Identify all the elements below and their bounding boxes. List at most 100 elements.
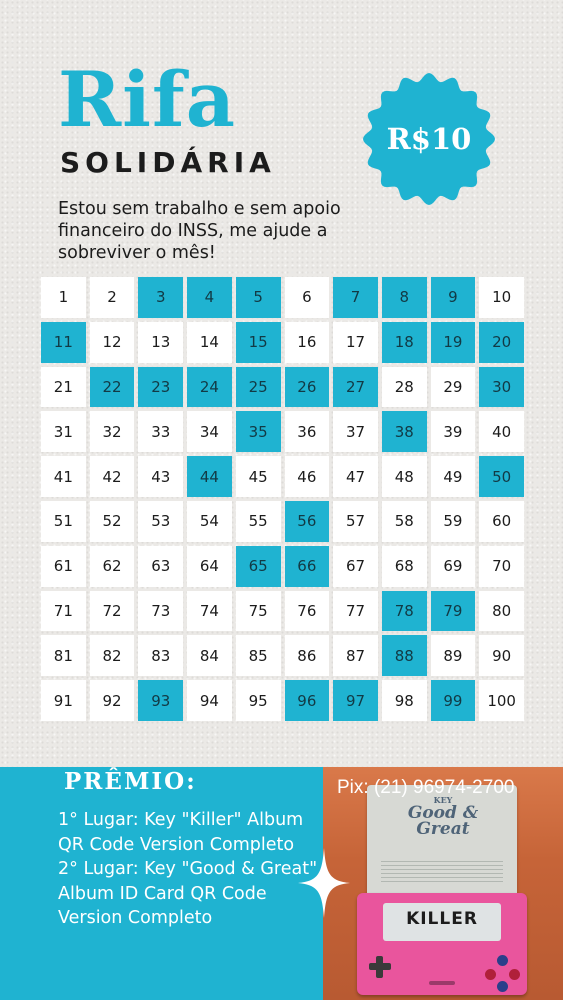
number-cell: 34: [187, 411, 232, 453]
number-cell: 74: [187, 590, 232, 632]
number-cell-taken: 35: [235, 411, 281, 453]
number-cell: 41: [41, 456, 86, 497]
prize-first: 1° Lugar: Key "Killer" Album QR Code Ver…: [58, 810, 304, 855]
number-cell: 61: [41, 545, 86, 587]
number-cell-taken: 5: [235, 277, 281, 318]
number-cell: 13: [138, 321, 184, 363]
number-cell: 85: [235, 635, 281, 677]
number-cell: 47: [333, 456, 378, 497]
number-cell: 12: [89, 321, 135, 363]
number-cell: 68: [381, 545, 427, 587]
console-screen: KILLER: [383, 903, 501, 941]
number-cell-taken: 25: [235, 366, 281, 408]
number-cell: 82: [89, 635, 135, 677]
console-slot: [429, 981, 455, 985]
number-cell: 91: [41, 680, 86, 721]
number-cell-taken: 79: [430, 590, 476, 632]
number-cell: 2: [89, 277, 135, 318]
number-cell-taken: 50: [479, 456, 524, 497]
raffle-title: Rifa: [58, 55, 236, 144]
number-cell: 53: [138, 500, 184, 542]
number-cell: 55: [235, 500, 281, 542]
number-cell: 31: [41, 411, 86, 453]
number-cell: 59: [430, 500, 476, 542]
number-cell: 46: [284, 456, 330, 497]
number-cell-taken: 7: [333, 277, 378, 318]
number-cell-taken: 18: [381, 321, 427, 363]
prize-photo: KEY Good & Great KILLER: [323, 767, 563, 1000]
number-cell-taken: 15: [235, 321, 281, 363]
number-cell-taken: 97: [333, 680, 378, 721]
album-fine-print: [381, 861, 503, 883]
number-cell: 100: [479, 680, 524, 721]
number-cell-taken: 78: [381, 590, 427, 632]
number-cell-taken: 88: [381, 635, 427, 677]
number-cell: 70: [479, 545, 524, 587]
number-grid: 1 2 3 4 5 6 7 8 9 10 11 12 13 14 15 16 17 18 19 20 21 22 23 24 2…: [41, 277, 524, 721]
number-cell-taken: 23: [138, 366, 184, 408]
number-cell-taken: 38: [381, 411, 427, 453]
price-badge: R$10: [359, 71, 499, 207]
number-cell-taken: 8: [381, 277, 427, 318]
number-cell: 80: [479, 590, 524, 632]
raffle-subtitle: SOLIDÁRIA: [60, 146, 276, 179]
number-cell-taken: 30: [479, 366, 524, 408]
number-cell: 60: [479, 500, 524, 542]
album-box-good-and-great: KEY Good & Great: [367, 785, 517, 897]
number-cell: 52: [89, 500, 135, 542]
number-cell: 72: [89, 590, 135, 632]
number-cell-taken: 11: [41, 321, 86, 363]
number-cell-taken: 20: [479, 321, 524, 363]
number-cell: 21: [41, 366, 86, 408]
number-cell-taken: 93: [138, 680, 184, 721]
number-cell: 32: [89, 411, 135, 453]
price-label: R$10: [386, 122, 472, 156]
number-cell: 86: [284, 635, 330, 677]
number-cell-taken: 66: [284, 545, 330, 587]
number-cell: 76: [284, 590, 330, 632]
number-cell-taken: 9: [430, 277, 476, 318]
number-cell: 81: [41, 635, 86, 677]
number-cell: 6: [284, 277, 330, 318]
number-cell-taken: 27: [333, 366, 378, 408]
album-box-killer: KILLER: [357, 893, 527, 995]
number-cell: 90: [479, 635, 524, 677]
number-cell: 98: [381, 680, 427, 721]
number-cell: 54: [187, 500, 232, 542]
console-button: [509, 969, 520, 980]
number-cell: 71: [41, 590, 86, 632]
number-cell-taken: 65: [235, 545, 281, 587]
number-cell: 39: [430, 411, 476, 453]
number-cell: 40: [479, 411, 524, 453]
number-cell-taken: 56: [284, 500, 330, 542]
number-cell: 94: [187, 680, 232, 721]
console-button: [485, 969, 496, 980]
scalloped-badge-shape: [363, 73, 495, 205]
number-cell: 48: [381, 456, 427, 497]
console-button: [497, 955, 508, 966]
number-cell: 89: [430, 635, 476, 677]
number-cell: 64: [187, 545, 232, 587]
prize-second: 2° Lugar: Key "Good & Great" Album ID Ca…: [58, 859, 318, 928]
prize-heading: PRÊMIO:: [64, 768, 197, 795]
number-cell: 37: [333, 411, 378, 453]
number-cell: 57: [333, 500, 378, 542]
number-cell: 77: [333, 590, 378, 632]
number-cell: 73: [138, 590, 184, 632]
prize-list: 1° Lugar: Key "Killer" Album QR Code Ver…: [58, 808, 320, 931]
number-cell: 84: [187, 635, 232, 677]
number-cell: 63: [138, 545, 184, 587]
number-cell: 58: [381, 500, 427, 542]
description-text: Estou sem trabalho e sem apoio financeir…: [58, 199, 341, 263]
number-cell: 51: [41, 500, 86, 542]
pix-contact: Pix: (21) 96974-2700: [337, 777, 515, 798]
number-cell-taken: 24: [187, 366, 232, 408]
number-cell: 49: [430, 456, 476, 497]
number-cell: 69: [430, 545, 476, 587]
number-cell: 42: [89, 456, 135, 497]
number-cell: 43: [138, 456, 184, 497]
console-button: [497, 981, 508, 992]
number-cell-taken: 26: [284, 366, 330, 408]
number-cell: 67: [333, 545, 378, 587]
number-cell: 1: [41, 277, 86, 318]
